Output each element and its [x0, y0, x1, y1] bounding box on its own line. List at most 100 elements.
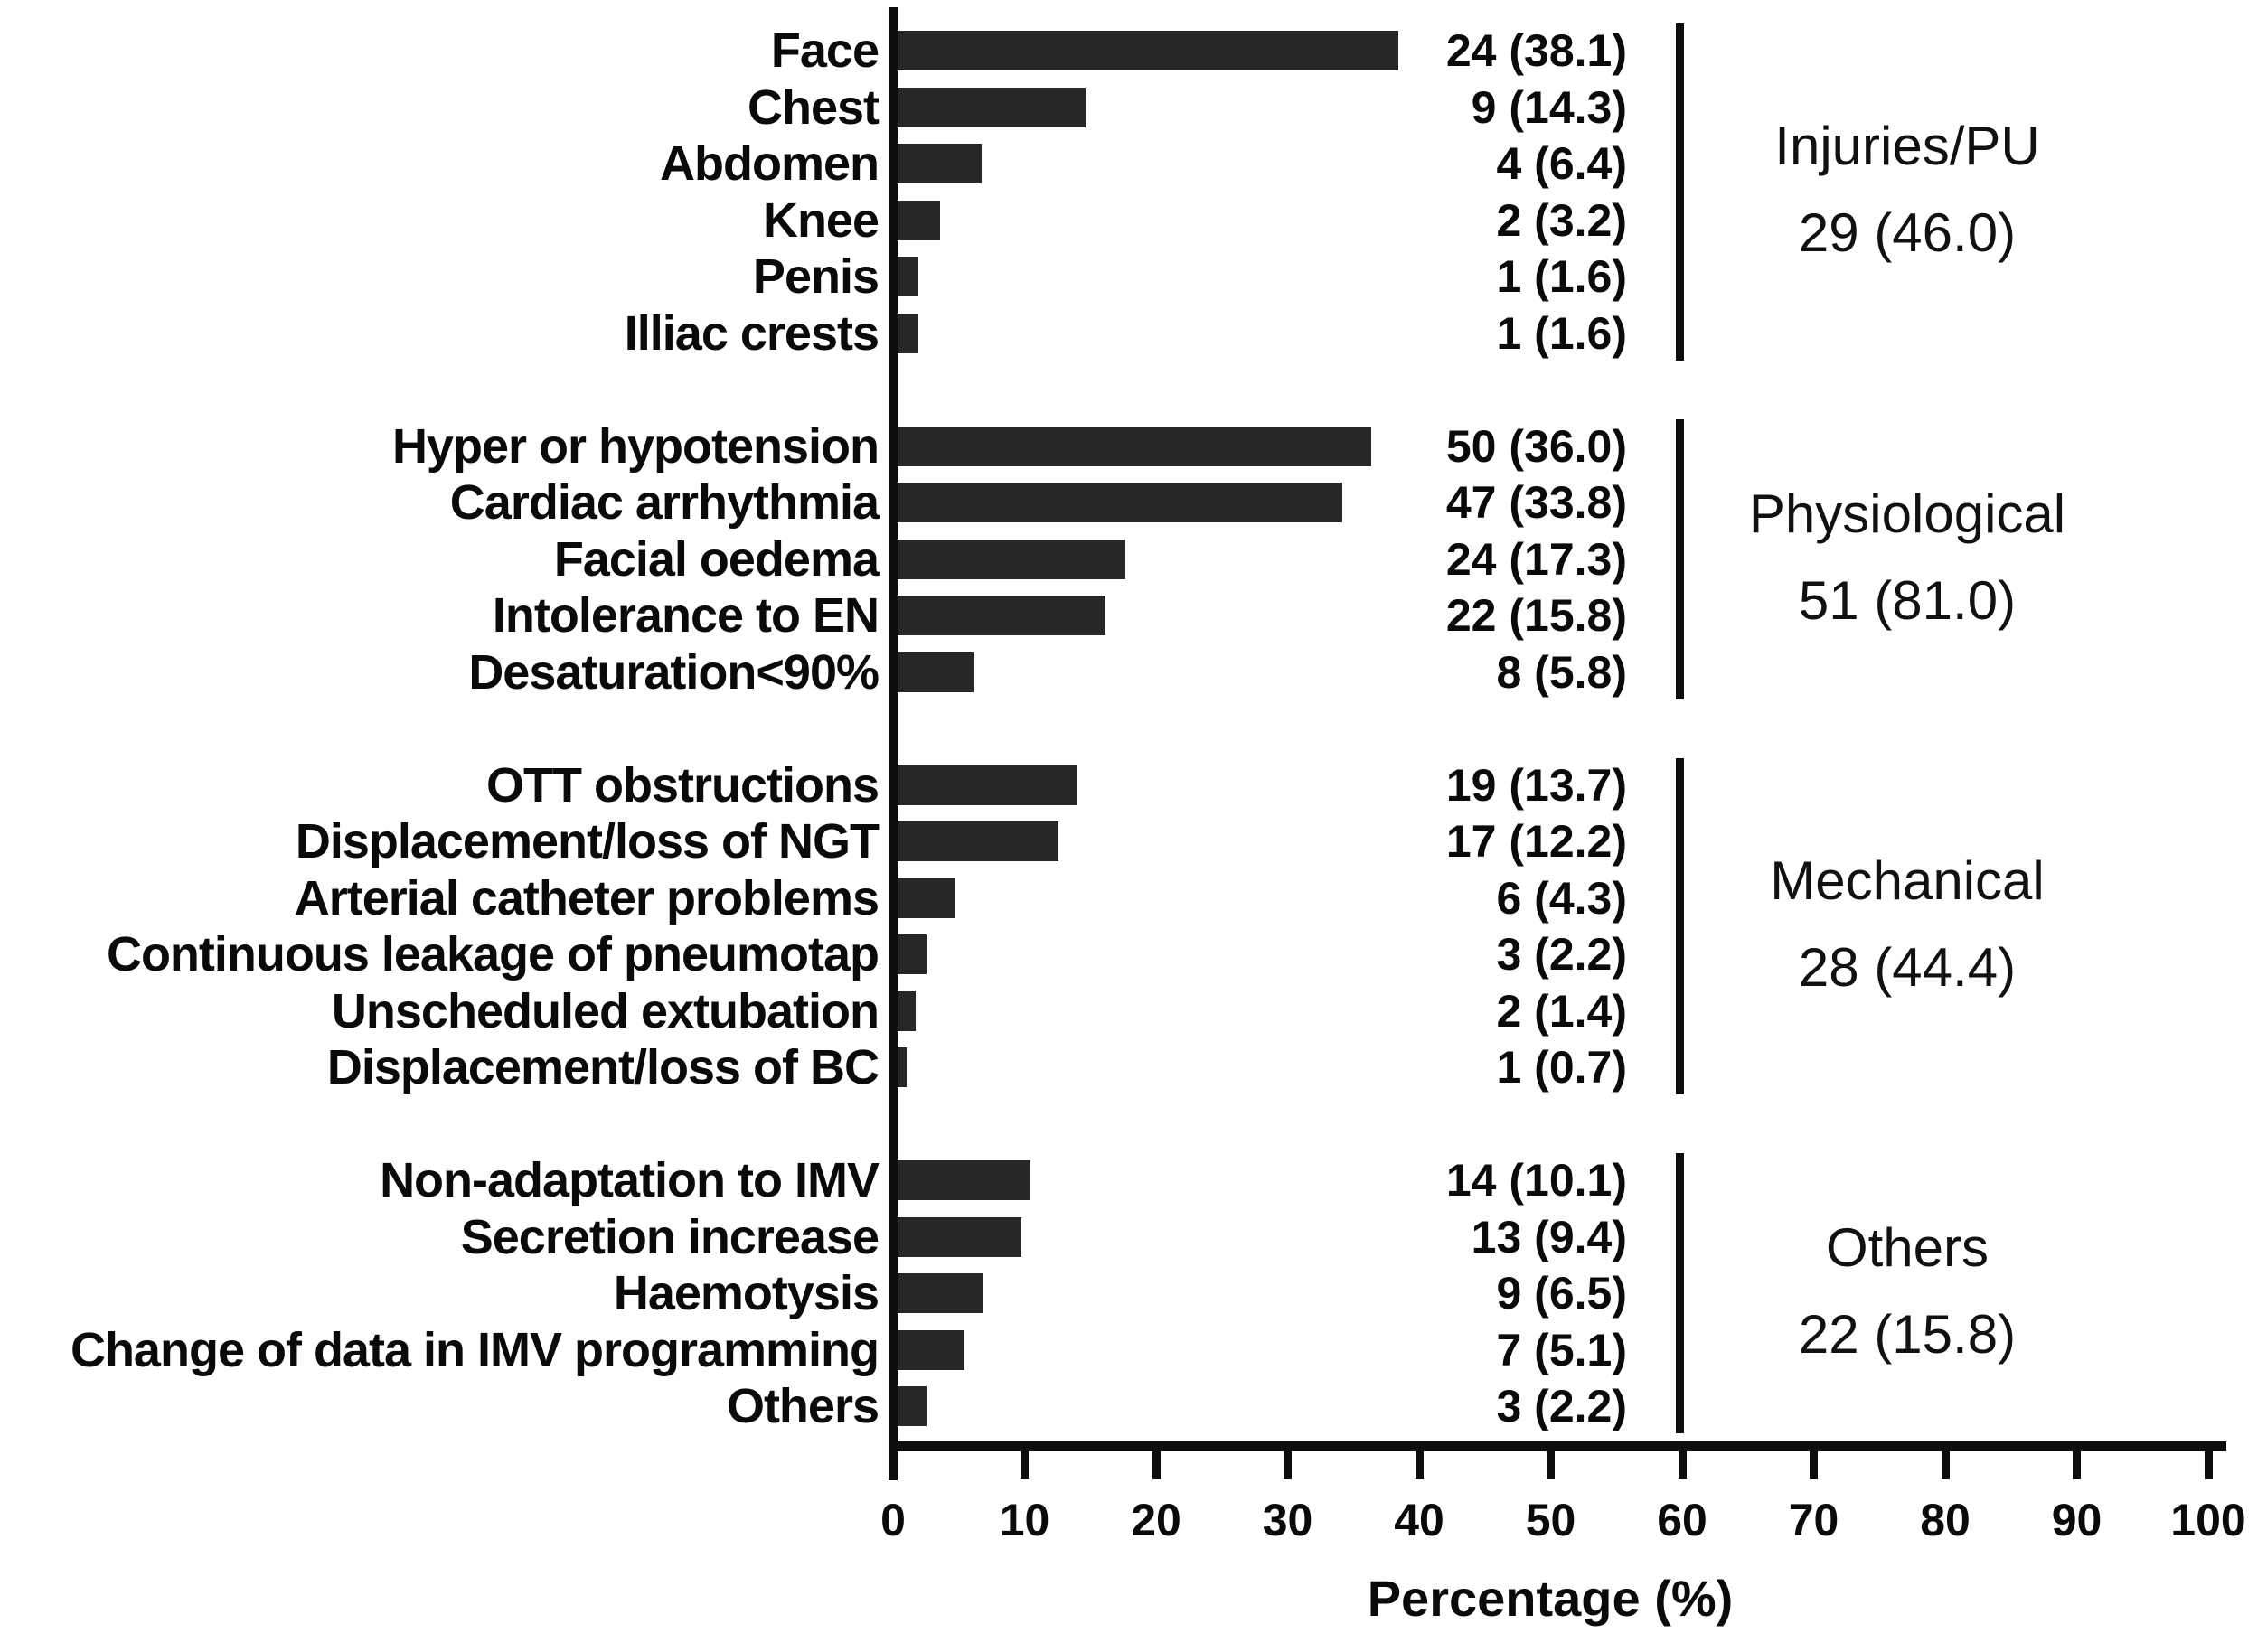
category-label: Others — [726, 1379, 880, 1433]
category-label: Non-adaptation to IMV — [380, 1153, 880, 1207]
x-tick-label: 100 — [2170, 1495, 2246, 1545]
bar — [898, 200, 940, 240]
x-tick-mark — [889, 1447, 898, 1479]
category-label: Knee — [762, 192, 880, 248]
value-label: 13 (9.4) — [1471, 1211, 1627, 1262]
bar — [898, 1386, 927, 1426]
category-label: Chest — [747, 80, 880, 135]
value-label: 24 (17.3) — [1445, 533, 1627, 585]
value-label: 6 (4.3) — [1496, 872, 1627, 924]
value-label: 1 (0.7) — [1496, 1042, 1627, 1093]
bar — [898, 1216, 1021, 1257]
x-tick-mark — [1810, 1447, 1818, 1479]
bar — [898, 1160, 1030, 1200]
bar — [898, 313, 918, 353]
value-label: 17 (12.2) — [1445, 816, 1627, 867]
value-label: 24 (38.1) — [1445, 25, 1627, 76]
bar — [898, 257, 918, 296]
group-divider-line — [1676, 23, 1684, 361]
category-label: Abdomen — [660, 136, 880, 191]
x-tick-mark — [1941, 1447, 1950, 1479]
group-name-label: Physiological — [1748, 483, 2066, 544]
x-tick-label: 20 — [1131, 1495, 1181, 1545]
bar — [898, 821, 1058, 861]
x-tick-label: 60 — [1657, 1495, 1707, 1545]
group-total-label: 22 (15.8) — [1798, 1304, 2017, 1365]
category-label: Change of data in IMV programming — [70, 1322, 880, 1377]
x-tick-mark — [1415, 1447, 1424, 1479]
group-total-label: 51 (81.0) — [1798, 569, 2017, 631]
category-label: Arterial catheter problems — [294, 870, 880, 925]
x-tick-mark — [1021, 1447, 1029, 1479]
value-label: 9 (14.3) — [1471, 81, 1627, 133]
category-label: OTT obstructions — [486, 757, 880, 812]
value-label: 3 (2.2) — [1496, 929, 1627, 980]
x-axis-line — [889, 1441, 2226, 1451]
x-tick-mark — [1152, 1447, 1161, 1479]
bar — [898, 31, 1398, 70]
group-divider-line — [1676, 418, 1684, 699]
bar — [898, 87, 1086, 127]
category-label: Penis — [752, 249, 880, 304]
bar — [898, 765, 1077, 805]
bar — [898, 990, 916, 1031]
value-label: 1 (1.6) — [1496, 251, 1627, 302]
x-tick-mark — [1547, 1447, 1555, 1479]
x-tick-label: 0 — [880, 1495, 906, 1545]
category-label: Desaturation<90% — [468, 644, 880, 699]
value-label: 22 (15.8) — [1445, 590, 1627, 641]
category-label: Facial oedema — [553, 531, 880, 587]
category-label: Unscheduled extubation — [331, 983, 880, 1038]
x-tick-label: 10 — [999, 1495, 1050, 1545]
category-label: Intolerance to EN — [492, 588, 880, 643]
group-name-label: Injuries/PU — [1774, 116, 2040, 177]
x-tick-label: 90 — [2051, 1495, 2102, 1545]
value-label: 9 (6.5) — [1496, 1268, 1627, 1319]
value-label: 2 (3.2) — [1496, 194, 1627, 246]
value-label: 8 (5.8) — [1496, 646, 1627, 698]
value-label: 2 (1.4) — [1496, 985, 1627, 1037]
bar — [898, 1329, 964, 1370]
value-label: 1 (1.6) — [1496, 307, 1627, 359]
value-label: 7 (5.1) — [1496, 1324, 1627, 1375]
y-axis-line — [889, 7, 898, 1480]
category-label: Face — [770, 23, 880, 78]
bar — [898, 652, 974, 692]
x-tick-label: 30 — [1262, 1495, 1313, 1545]
bar — [898, 144, 982, 183]
value-label: 19 (13.7) — [1445, 759, 1627, 811]
group-name-label: Mechanical — [1770, 849, 2045, 911]
value-label: 50 (36.0) — [1445, 420, 1627, 472]
x-tick-mark — [1678, 1447, 1687, 1479]
group-total-label: 28 (44.4) — [1798, 936, 2017, 998]
bar — [898, 596, 1105, 635]
x-tick-label: 40 — [1394, 1495, 1444, 1545]
bar — [898, 483, 1342, 522]
bar — [898, 934, 927, 974]
bar — [898, 1273, 983, 1313]
bar — [898, 878, 955, 918]
x-tick-mark — [2073, 1447, 2081, 1479]
bar — [898, 539, 1125, 579]
category-label: Haemotysis — [613, 1266, 880, 1320]
value-label: 4 (6.4) — [1496, 138, 1627, 189]
bar — [898, 1047, 907, 1087]
category-label: Cardiac arrhythmia — [449, 475, 880, 530]
category-label: Hyper or hypotension — [391, 418, 880, 474]
group-total-label: 29 (46.0) — [1798, 202, 2017, 264]
category-label: Continuous leakage of pneumotap — [106, 927, 880, 981]
x-tick-label: 80 — [1920, 1495, 1971, 1545]
value-label: 47 (33.8) — [1445, 477, 1627, 528]
value-label: 14 (10.1) — [1445, 1155, 1627, 1206]
category-label: Secretion increase — [460, 1209, 880, 1264]
x-tick-mark — [1284, 1447, 1292, 1479]
group-divider-line — [1676, 1153, 1684, 1433]
category-label: Displacement/loss of BC — [326, 1040, 880, 1094]
category-label: Displacement/loss of NGT — [295, 814, 880, 868]
value-label: 3 (2.2) — [1496, 1381, 1627, 1431]
group-name-label: Others — [1825, 1217, 1990, 1278]
x-tick-label: 50 — [1525, 1495, 1576, 1545]
x-tick-mark — [2204, 1447, 2213, 1479]
x-axis-title: Percentage (%) — [1367, 1570, 1734, 1627]
